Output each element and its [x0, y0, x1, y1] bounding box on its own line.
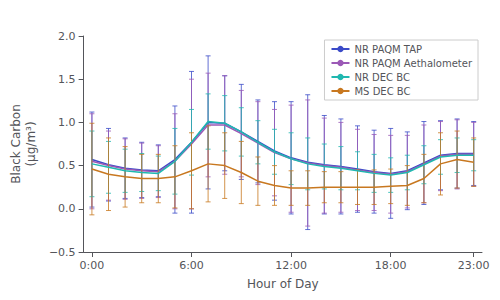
- svg-text:18:00: 18:00: [375, 259, 407, 272]
- svg-text:23:00: 23:00: [458, 259, 490, 272]
- svg-text:0:00: 0:00: [80, 259, 105, 272]
- svg-text:1.0: 1.0: [58, 116, 76, 129]
- svg-text:0.5: 0.5: [58, 159, 76, 172]
- svg-text:12:00: 12:00: [275, 259, 307, 272]
- svg-text:(μg/m³): (μg/m³): [24, 121, 38, 166]
- svg-text:NR PAQM TAP: NR PAQM TAP: [354, 44, 422, 55]
- svg-text:6:00: 6:00: [179, 259, 204, 272]
- svg-text:MS DEC BC: MS DEC BC: [354, 86, 410, 97]
- svg-text:−0.5: −0.5: [49, 246, 76, 259]
- svg-text:1.5: 1.5: [58, 73, 76, 86]
- svg-text:NR PAQM Aethalometer: NR PAQM Aethalometer: [354, 58, 472, 69]
- svg-text:Black Carbon: Black Carbon: [9, 104, 23, 184]
- svg-text:Hour of Day: Hour of Day: [247, 277, 319, 291]
- svg-text:0.0: 0.0: [58, 202, 76, 215]
- svg-text:2.0: 2.0: [58, 30, 76, 43]
- svg-text:NR DEC BC: NR DEC BC: [354, 72, 409, 83]
